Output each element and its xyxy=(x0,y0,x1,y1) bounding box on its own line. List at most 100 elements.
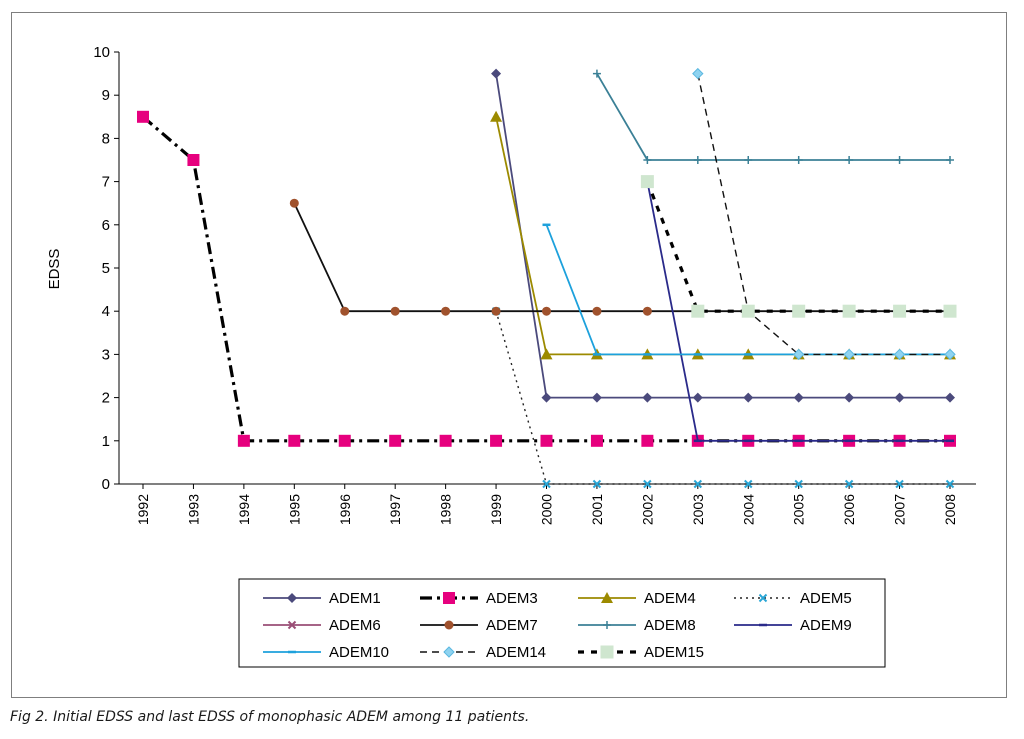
y-tick-label: 1 xyxy=(102,433,110,450)
legend-swatch-marker xyxy=(601,592,613,603)
legend-label: ADEM15 xyxy=(644,644,704,661)
data-point xyxy=(945,479,955,489)
data-point xyxy=(590,434,603,447)
legend-item-adem3: ADEM3 xyxy=(420,590,538,607)
data-point xyxy=(288,434,301,447)
x-tick-label: 2005 xyxy=(791,494,807,525)
legend-swatch-marker xyxy=(444,620,454,630)
y-tick-label: 6 xyxy=(102,217,110,234)
series-adem10 xyxy=(542,223,954,356)
x-tick-label: 1995 xyxy=(286,494,302,525)
data-point xyxy=(540,434,553,447)
series-adem4 xyxy=(490,110,956,360)
data-point xyxy=(794,156,803,164)
data-point xyxy=(490,110,503,122)
data-point xyxy=(491,306,501,316)
data-point xyxy=(691,304,705,318)
data-point xyxy=(542,306,551,316)
series-adem14 xyxy=(692,67,956,361)
data-point xyxy=(541,392,552,403)
data-point xyxy=(592,69,601,78)
legend-label: ADEM4 xyxy=(644,590,696,607)
data-point xyxy=(844,479,854,489)
series-group xyxy=(137,67,957,489)
legend-label: ADEM9 xyxy=(800,617,852,634)
y-axis-label: EDSS xyxy=(46,249,63,290)
axes xyxy=(118,52,976,485)
data-point xyxy=(844,392,855,403)
chart-frame: 0 1 2 3 4 5 6 7 8 9 10 EDSS 1992 1993 1994 1995 1996 1997… xyxy=(11,12,1007,698)
x-tick-label: 1994 xyxy=(236,494,252,525)
legend-swatch-marker xyxy=(287,593,297,603)
data-point xyxy=(743,392,754,403)
legend-label: ADEM8 xyxy=(644,617,696,634)
legend-swatch-marker xyxy=(600,645,614,659)
data-point xyxy=(642,306,652,316)
legend-label: ADEM5 xyxy=(800,590,852,607)
legend-item-adem14: ADEM14 xyxy=(420,644,546,661)
data-point xyxy=(592,479,602,489)
x-tick-label: 1993 xyxy=(185,494,201,525)
data-point xyxy=(943,304,957,318)
legend-label: ADEM1 xyxy=(329,590,381,607)
legend-label: ADEM6 xyxy=(329,617,381,634)
x-ticks: 1992 1993 1994 1995 1996 1997 1998 1999 2000 2001… xyxy=(135,484,958,525)
data-point xyxy=(793,392,804,403)
x-tick-label: 2006 xyxy=(841,494,857,525)
data-point xyxy=(389,434,402,447)
data-point xyxy=(390,306,400,316)
y-tick-label: 0 xyxy=(102,476,110,493)
legend-item-adem5: ADEM5 xyxy=(734,590,852,607)
series-line xyxy=(596,73,950,161)
data-point xyxy=(641,434,654,447)
legend-item-adem1: ADEM1 xyxy=(263,590,381,607)
data-point xyxy=(137,110,149,123)
x-tick-label: 1997 xyxy=(387,494,403,525)
data-point xyxy=(693,479,703,489)
data-point xyxy=(542,479,551,489)
legend-item-adem15: ADEM15 xyxy=(578,644,704,661)
y-tick-label: 5 xyxy=(102,260,110,277)
data-point xyxy=(792,348,805,361)
x-tick-label: 2002 xyxy=(639,494,655,525)
data-point xyxy=(340,306,350,316)
data-point xyxy=(842,304,856,318)
data-point xyxy=(591,392,602,403)
data-point xyxy=(187,154,200,166)
data-point xyxy=(893,348,906,361)
x-tick-label: 2003 xyxy=(690,494,706,525)
x-tick-label: 2007 xyxy=(892,494,908,525)
data-point xyxy=(741,304,755,318)
data-point xyxy=(794,479,803,489)
x-tick-label: 2000 xyxy=(539,494,555,525)
data-point xyxy=(692,67,704,80)
data-point xyxy=(643,156,652,164)
data-point xyxy=(338,434,351,447)
legend-swatch-marker xyxy=(287,620,297,630)
x-tick-label: 1998 xyxy=(438,494,454,525)
data-point xyxy=(895,156,904,164)
y-tick-label: 7 xyxy=(102,174,110,191)
legend: ADEM1 ADEM3 ADEM4 ADEM5 ADEM6 ADEM7 ADEM8 ADEM9… xyxy=(238,578,886,668)
data-point xyxy=(289,198,299,208)
y-tick-label: 9 xyxy=(102,87,110,104)
x-tick-label: 1992 xyxy=(135,494,151,525)
data-point xyxy=(439,434,452,447)
legend-item-adem4: ADEM4 xyxy=(578,590,696,607)
legend-label: ADEM7 xyxy=(486,617,538,634)
legend-label: ADEM3 xyxy=(486,590,538,607)
legend-item-adem6: ADEM6 xyxy=(263,617,381,634)
data-point xyxy=(845,156,854,164)
series-line xyxy=(293,202,950,313)
x-tick-label: 2004 xyxy=(740,494,756,525)
series-line xyxy=(545,224,950,356)
data-point xyxy=(592,306,602,316)
y-tick-label: 8 xyxy=(102,130,110,147)
legend-label: ADEM10 xyxy=(329,644,389,661)
data-point xyxy=(792,304,806,318)
y-tick-label: 2 xyxy=(102,390,110,407)
legend-item-adem9: ADEM9 xyxy=(734,617,852,634)
legend-swatch-marker xyxy=(443,592,455,604)
data-point xyxy=(744,479,753,489)
x-tick-label: 2008 xyxy=(942,494,958,525)
